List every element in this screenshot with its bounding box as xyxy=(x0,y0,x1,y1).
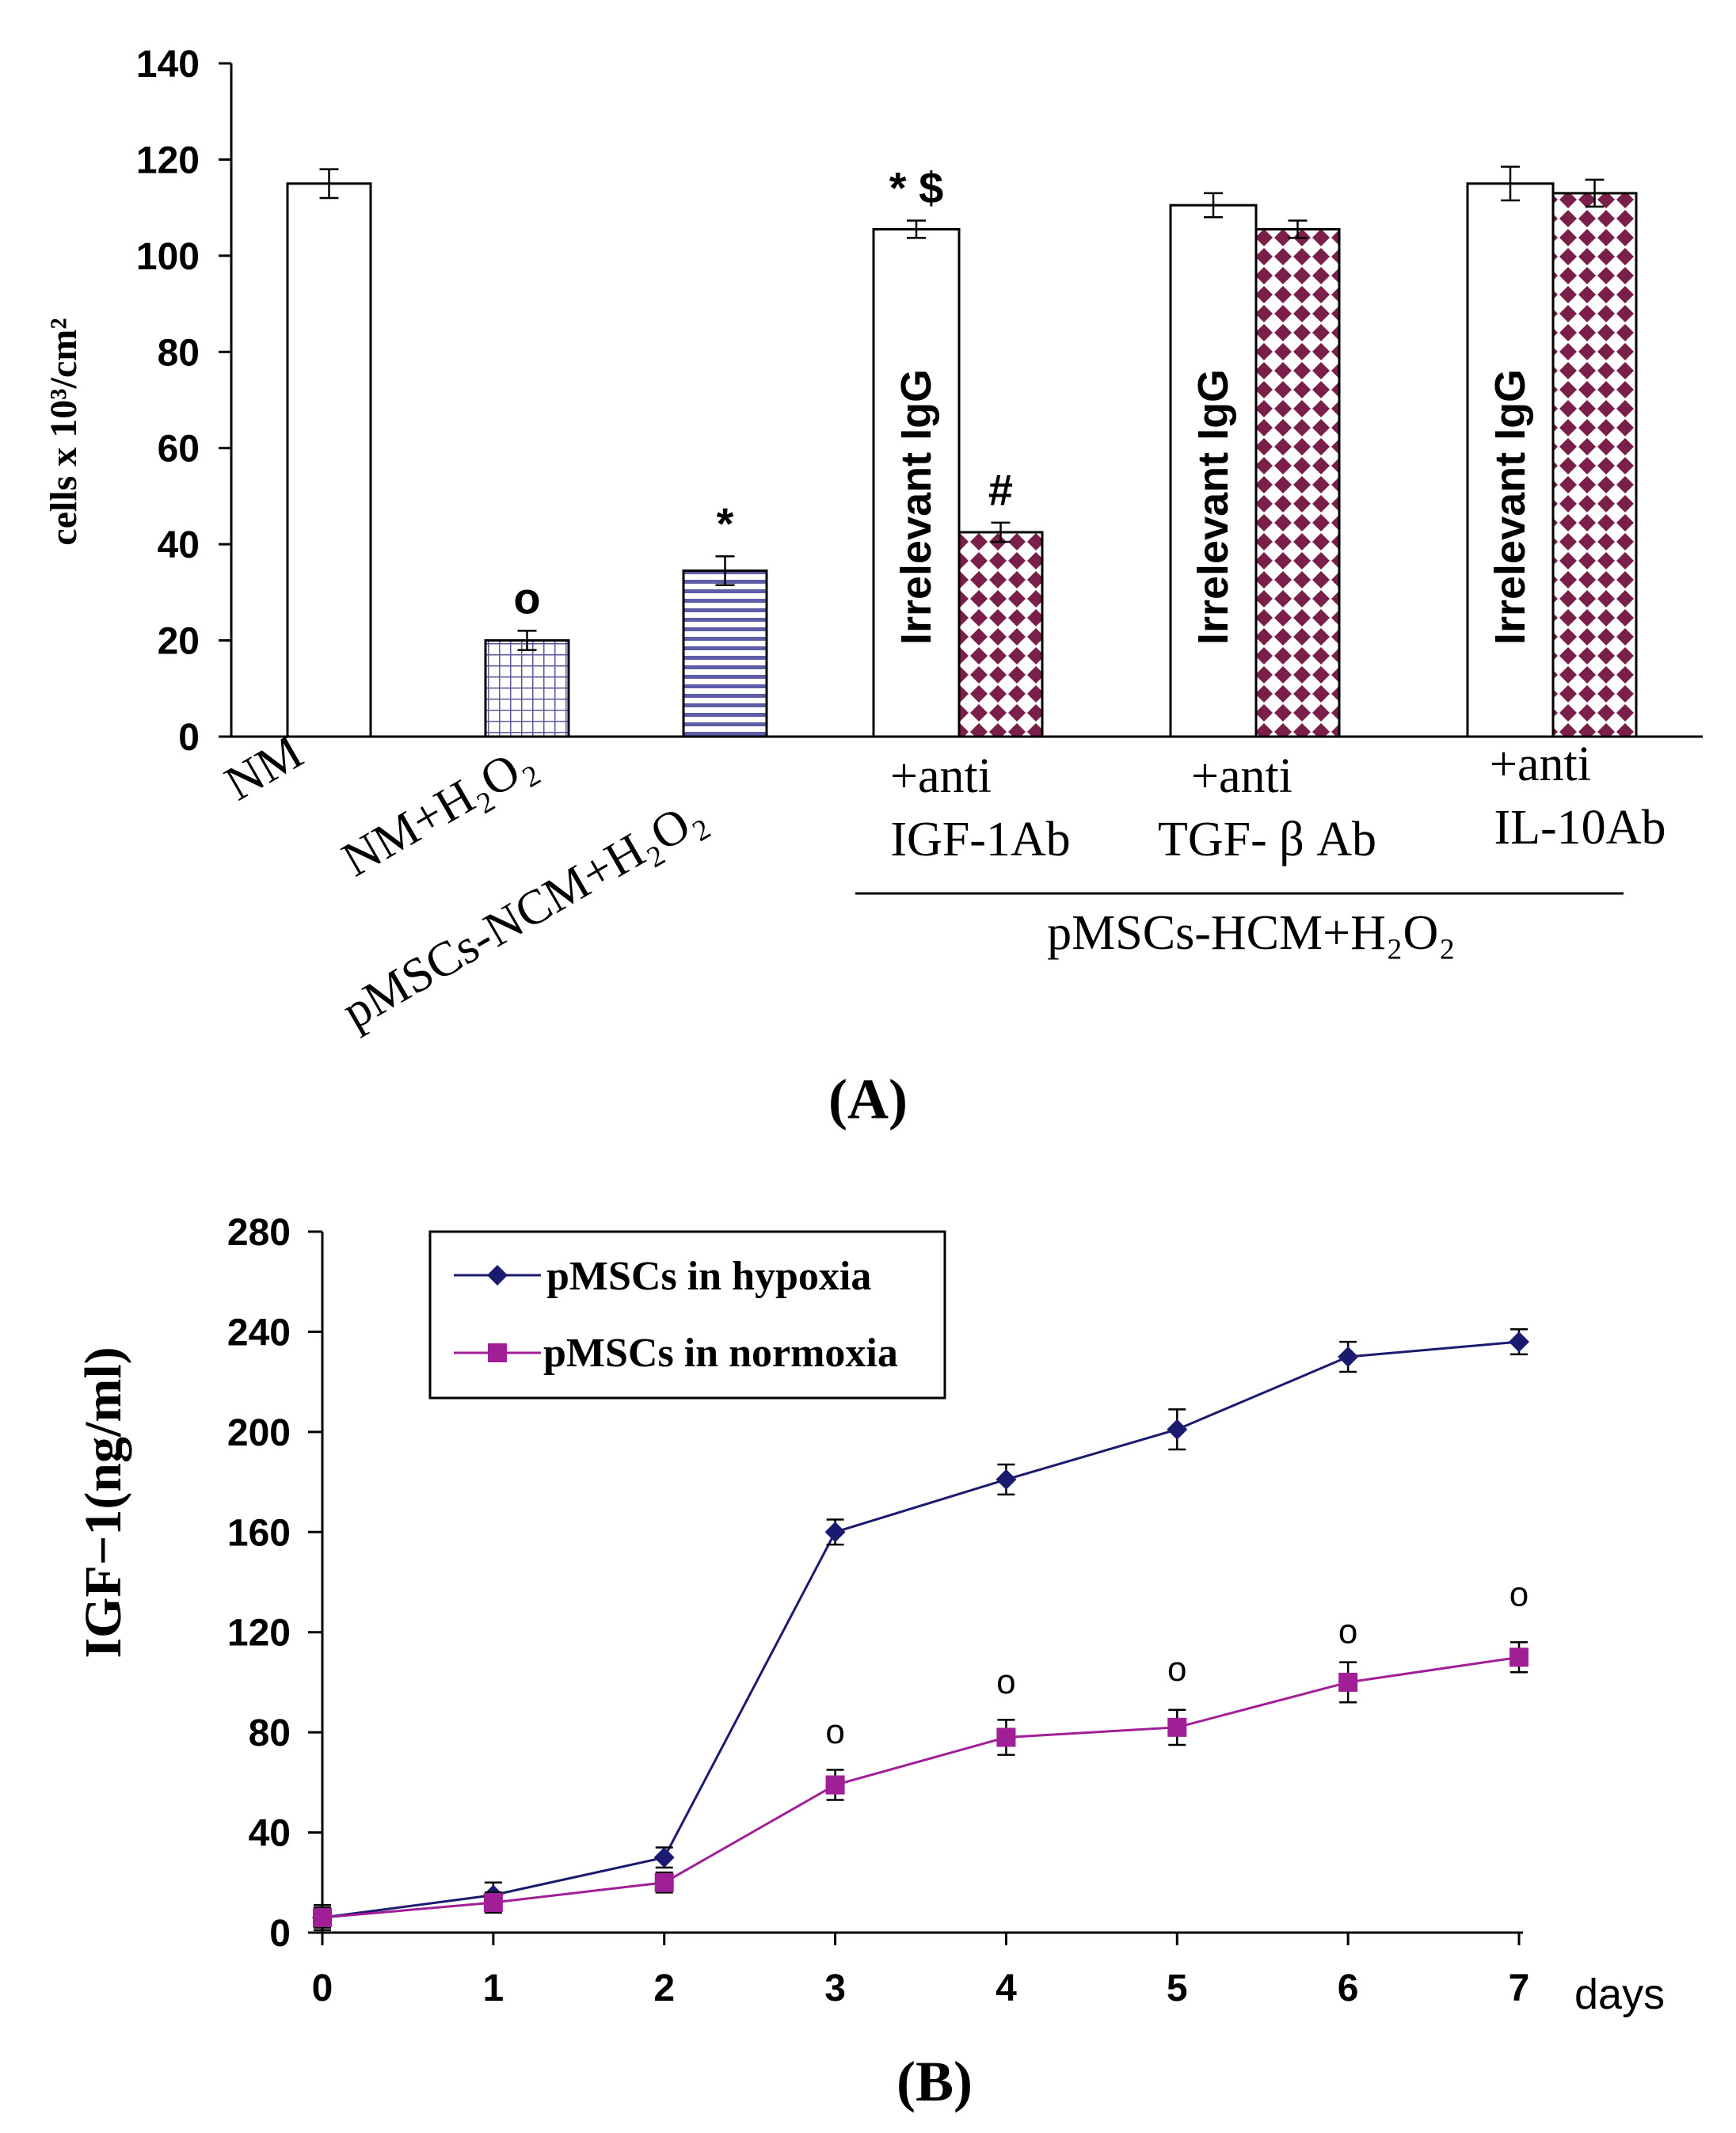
point-pmscs-in-hypoxia xyxy=(1338,1346,1359,1368)
panel-b-y-tick-label: 280 xyxy=(227,1212,291,1254)
bar-igg-2 xyxy=(1466,182,1555,738)
panel-a-y-tick-label: 140 xyxy=(136,44,200,86)
point-pmscs-in-normoxia xyxy=(1167,1717,1187,1737)
panel-a-y-tick-label: 120 xyxy=(136,139,200,181)
legend-label-normoxia: pMSCs in normoxia xyxy=(543,1331,898,1376)
irrelevant-igg-label: Irrelevant IgG xyxy=(1190,369,1237,645)
significance-marker: o xyxy=(996,1663,1015,1701)
panel-a-y-axis-label: cells x 10³/cm² xyxy=(43,318,85,545)
panel-b-x-tick-label: 3 xyxy=(824,1967,846,2009)
significance-marker: o xyxy=(825,1712,844,1751)
point-pmscs-in-normoxia xyxy=(313,1908,332,1928)
bar-nm-h-o--annotation: o xyxy=(513,573,540,623)
bar-antibody-1 xyxy=(1254,227,1341,738)
panel-a-bars: o * * $ # Irrelevant IgG Irrelevant IgG Irrele… xyxy=(286,163,1638,738)
panel-b-x-tick-label: 6 xyxy=(1338,1967,1359,2009)
panel-b-series: o o o o o xyxy=(312,1328,1529,1932)
bar-antibody-0 xyxy=(957,531,1044,738)
panel-a-y-tick-label: 0 xyxy=(178,717,200,759)
panel-a-y-tick-label: 80 xyxy=(158,332,200,374)
point-pmscs-in-hypoxia xyxy=(653,1847,675,1868)
legend-label-hypoxia: pMSCs in hypoxia xyxy=(546,1254,871,1299)
panel-a-y-tick-label: 20 xyxy=(158,621,200,663)
point-pmscs-in-hypoxia xyxy=(996,1468,1017,1490)
legend-box xyxy=(428,1230,946,1400)
panel-a-y-tick-label: 100 xyxy=(136,236,200,278)
panel-b-x-tick-label: 4 xyxy=(996,1967,1017,2009)
group-label-il10-line2: IL-10Ab xyxy=(1494,801,1666,855)
significance-marker: o xyxy=(1509,1575,1529,1613)
group-label-tgf-line1: +anti xyxy=(1191,749,1292,803)
panel-b-x-tick-label: 0 xyxy=(312,1967,333,2009)
bar-antibody-2 xyxy=(1551,192,1638,738)
legend-marker-normoxia xyxy=(488,1343,507,1362)
point-pmscs-in-normoxia xyxy=(1338,1672,1358,1692)
panel-b-label: (B) xyxy=(897,2050,973,2113)
point-pmscs-in-normoxia xyxy=(483,1893,503,1913)
bar-nm-h-o- xyxy=(484,639,570,738)
panel-a-y-ticks: 0 20 40 60 80 100 120 140 xyxy=(136,44,231,759)
irrelevant-igg-label: Irrelevant IgG xyxy=(1487,369,1534,645)
group-bracket-label: pMSCs-HCM+H₂O₂ xyxy=(1047,906,1456,960)
point-pmscs-in-hypoxia xyxy=(824,1522,846,1543)
group-label-igf-line1: +anti xyxy=(890,749,992,803)
panel-a-label: (A) xyxy=(828,1068,908,1131)
point-pmscs-in-normoxia xyxy=(654,1872,674,1892)
panel-b-y-tick-label: 200 xyxy=(227,1412,291,1454)
series-line-pmscs-in-normoxia xyxy=(322,1655,1520,1919)
panel-b-y-tick-label: 40 xyxy=(249,1813,291,1855)
bar-pmscs-ncm-h-o- xyxy=(682,569,768,738)
bar-pmscs-ncm-h-o--annotation: * xyxy=(717,498,734,548)
category-label-nm-h2o2: NM+H₂O₂ xyxy=(333,734,544,887)
panel-b-x-tick-label: 7 xyxy=(1509,1967,1530,2009)
panel-b: 0 40 80 120 160 200 240 280 0 1 2 3 4 5 6 7 o o o o o IGF−1… xyxy=(74,1212,1665,2113)
point-pmscs-in-hypoxia xyxy=(1509,1331,1529,1353)
legend: pMSCs in hypoxia pMSCs in normoxia xyxy=(428,1230,946,1400)
panel-b-y-tick-label: 80 xyxy=(249,1712,291,1754)
significance-marker: o xyxy=(1338,1613,1357,1651)
irrelevant-igg-label: Irrelevant IgG xyxy=(893,369,940,645)
bar-antibody-0-annotation: # xyxy=(988,465,1013,515)
point-pmscs-in-normoxia xyxy=(825,1775,845,1795)
panel-b-y-tick-label: 240 xyxy=(227,1312,291,1354)
panel-b-x-tick-label: 1 xyxy=(483,1967,504,2009)
panel-b-x-tick-label: 5 xyxy=(1167,1967,1188,2009)
point-pmscs-in-normoxia xyxy=(1509,1647,1529,1667)
legend-marker-hypoxia xyxy=(487,1265,508,1286)
panel-a-y-tick-label: 60 xyxy=(158,429,200,470)
significance-marker: o xyxy=(1167,1650,1186,1689)
group-label-il10-line1: +anti xyxy=(1490,737,1591,791)
panel-a: 0 20 40 60 80 100 120 140 o * * $ # Irrelevant IgG I… xyxy=(43,44,1703,1131)
panel-b-x-tick-label: 2 xyxy=(653,1967,675,2009)
group-label-igf-line2: IGF-1Ab xyxy=(890,813,1070,867)
panel-a-y-tick-label: 40 xyxy=(158,524,200,566)
panel-b-ticks: 0 40 80 120 160 200 240 280 0 1 2 3 4 5 6 7 xyxy=(227,1212,1529,2009)
panel-b-y-tick-label: 120 xyxy=(227,1613,291,1655)
bar-igg-0-annotation: * $ xyxy=(889,163,944,213)
panel-b-y-axis-label: IGF−1(ng/ml) xyxy=(74,1346,132,1658)
group-label-tgf-line2: TGF- β Ab xyxy=(1158,813,1376,867)
panel-b-y-tick-label: 160 xyxy=(227,1512,291,1554)
bar-igg-0 xyxy=(872,227,961,738)
category-label-nm: NM xyxy=(216,725,312,811)
point-pmscs-in-hypoxia xyxy=(1167,1419,1188,1440)
panel-b-y-tick-label: 0 xyxy=(269,1913,291,1955)
bar-igg-1 xyxy=(1169,204,1258,738)
point-pmscs-in-normoxia xyxy=(996,1727,1016,1747)
series-line-pmscs-in-hypoxia xyxy=(322,1340,1520,1919)
bar-nm xyxy=(286,182,372,738)
panel-b-x-axis-label: days xyxy=(1574,1971,1665,2018)
panel-b-axes xyxy=(321,1232,1523,1934)
